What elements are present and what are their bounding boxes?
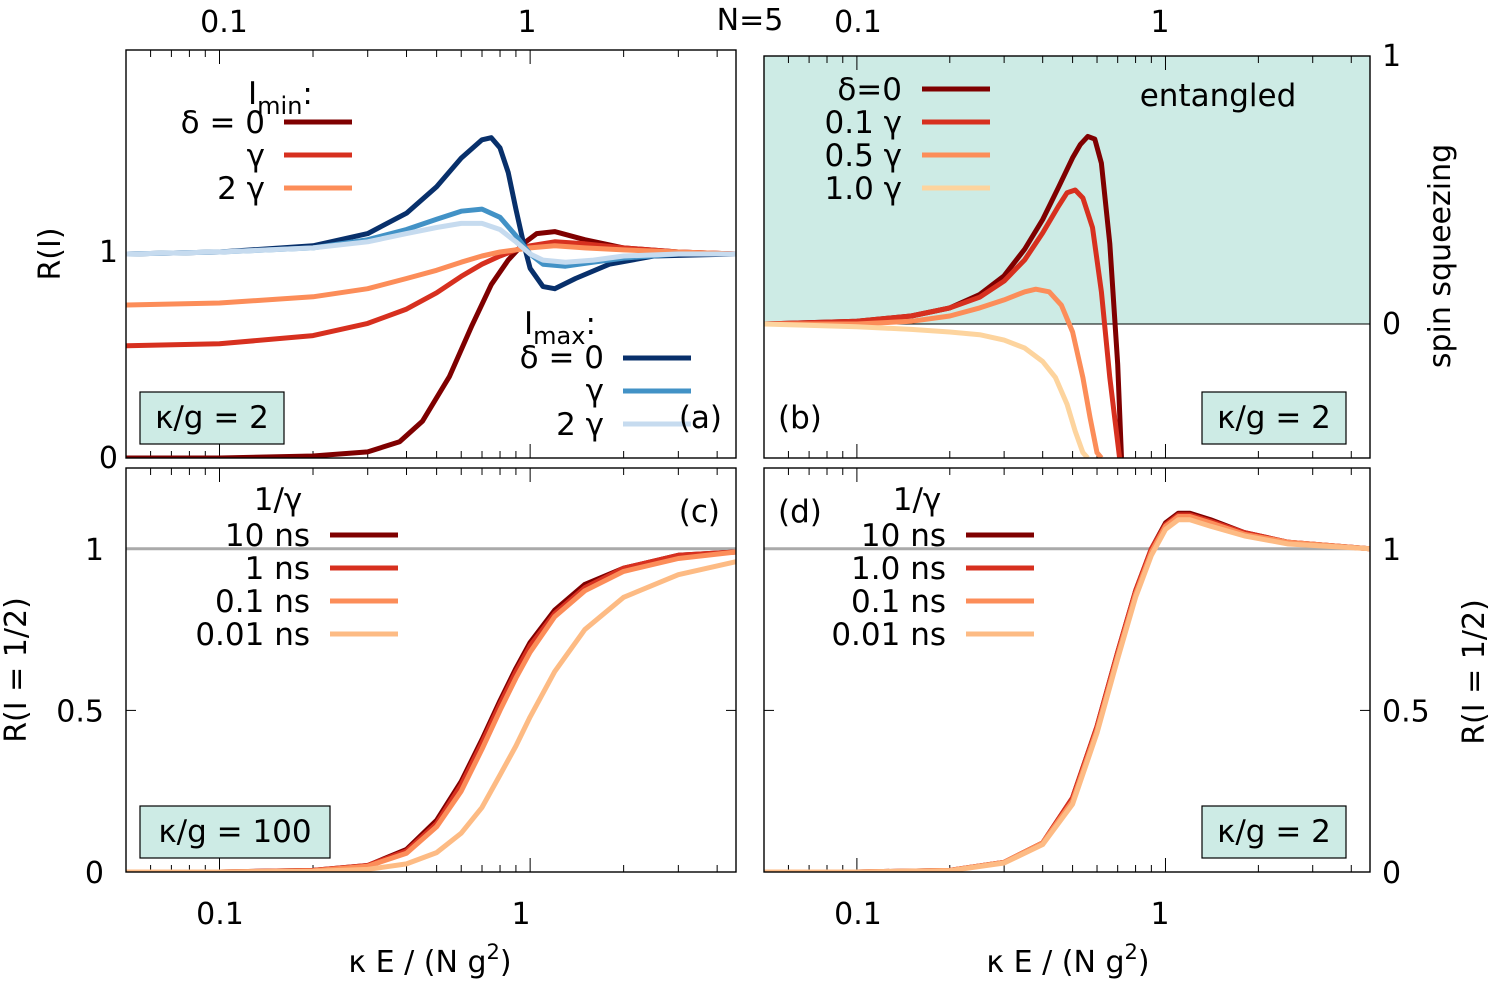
legend-a-max-label-0: δ = 0 [520,340,604,376]
series-a-1 [126,239,736,349]
xlabel-c-end: ) [500,945,512,980]
panel-d-ytick-0: 0 [1382,856,1401,891]
legend-a-max-heading-end: : [585,306,595,342]
legend-b-label-3: 1.0 γ [825,171,903,207]
series-a-3 [126,135,736,292]
panel-c-ytick-1: 0.5 [56,694,104,729]
panel-c-ylabel: R(I = 1/2) [0,597,34,743]
panel-b-ytick-0: 0 [1382,307,1401,342]
xlabel-c: κ E / (N g2) [348,940,511,980]
entangled-label: entangled [1140,78,1297,114]
legend-c-label-1: 1 ns [245,551,310,587]
legend-c-label-2: 0.1 ns [215,584,310,620]
legend-a-min-label-1: γ [247,138,265,174]
series-d-3 [764,517,1370,872]
top-tick-a-0: 0.1 [200,5,248,40]
legend-d-label-0: 10 ns [861,518,946,554]
top-tick-b-0: 0.1 [834,5,882,40]
panel-c-label: (c) [679,494,720,530]
panel-d-inset-box [1201,805,1347,859]
panel-c-inset-box [139,805,331,859]
panel-a-frame [125,49,737,459]
panel-a-inset-box [139,391,285,445]
legend-b-label-1: 0.1 γ [825,105,903,141]
panel-a-label: (a) [679,400,722,436]
legend-d-label-3: 0.01 ns [831,617,946,653]
legend-a-min-heading-sub: min [257,92,302,120]
legend-b-label-0: δ=0 [837,72,902,108]
series-b-3 [764,321,1090,458]
series-b-1 [764,187,1123,458]
series-a-5 [126,220,736,265]
panel-d-inset: κ/g = 2 [1217,814,1331,850]
bottom-tick-c-0: 0.1 [196,897,244,932]
legend-a-max-heading: Imax: [524,306,596,350]
panel-a-ylabel: R(I) [33,227,68,280]
legend-c-label-3: 0.01 ns [195,617,310,653]
xlabel-d-sup: 2 [1124,940,1137,964]
xlabel-d: κ E / (N g2) [986,940,1149,980]
panel-a: R(I) 0 1 Imin: δ = 0 γ 2 γ Imax: δ = 0 γ… [33,49,737,476]
panel-b-frame [763,55,1371,459]
panel-a-ytick-1: 1 [99,235,118,270]
series-c-3 [126,559,736,872]
legend-a-min-heading-end: : [302,76,312,112]
panel-c-inset: κ/g = 100 [158,814,311,850]
panel-b: spin squeezing 0 1 entangled δ=0 0.1 γ 0… [763,39,1458,459]
legend-a-min-label-2: 2 γ [217,171,265,207]
bottom-tick-d-1: 1 [1150,897,1169,932]
panel-a-inset: κ/g = 2 [155,400,269,436]
legend-a-max-heading-sub: max [533,322,585,350]
legend-b-label-2: 0.5 γ [825,138,903,174]
series-a-2 [126,243,736,308]
panel-b-label: (b) [778,400,822,436]
legend-c-heading: 1/γ [254,482,303,518]
panel-c-frame [125,467,737,873]
legend-d-label-1: 1.0 ns [851,551,946,587]
legend-d-heading: 1/γ [893,482,942,518]
top-tick-b-1: 1 [1150,5,1169,40]
panel-d-ytick-2: 1 [1382,533,1401,568]
panel-c: R(I = 1/2) 0 0.5 1 1/γ 10 ns 1 ns 0.1 ns… [0,467,737,891]
figure-title: N=5 [717,3,784,38]
panel-c-ytick-0: 0 [85,856,104,891]
panel-b-ytick-1: 1 [1382,39,1401,74]
legend-a-max-label-2: 2 γ [556,407,604,443]
panel-d-ylabel: R(I = 1/2) [1457,599,1492,745]
legend-a-max-label-1: γ [586,373,604,409]
xlabel-c-main: κ E / (N g [348,945,486,980]
panel-a-ytick-0: 0 [99,441,118,476]
panel-b-inset-box [1201,391,1347,445]
xlabel-d-main: κ E / (N g [986,945,1124,980]
bottom-tick-c-1: 1 [511,897,530,932]
panel-b-inset: κ/g = 2 [1217,400,1331,436]
panel-d-ytick-1: 0.5 [1382,694,1430,729]
legend-a-min-heading-main: I [248,76,257,112]
entangled-region [764,56,1370,324]
panel-d-frame [763,467,1371,873]
legend-a-min-label-0: δ = 0 [181,105,265,141]
panel-b-ylabel: spin squeezing [1423,144,1458,368]
legend-a-max-heading-main: I [524,306,533,342]
panel-c-ytick-2: 1 [85,533,104,568]
legend-c-label-0: 10 ns [225,518,310,554]
panel-d-label: (d) [778,494,822,530]
top-tick-a-1: 1 [517,5,536,40]
xlabel-c-sup: 2 [486,940,499,964]
xlabel-d-end: ) [1138,945,1150,980]
bottom-tick-d-0: 0.1 [834,897,882,932]
series-a-0 [126,229,736,458]
panel-d: R(I = 1/2) 0 0.5 1 1/γ 10 ns 1.0 ns 0.1 … [763,467,1492,891]
series-b-2 [764,286,1104,458]
legend-a-min-heading: Imin: [248,76,313,120]
legend-d-label-2: 0.1 ns [851,584,946,620]
